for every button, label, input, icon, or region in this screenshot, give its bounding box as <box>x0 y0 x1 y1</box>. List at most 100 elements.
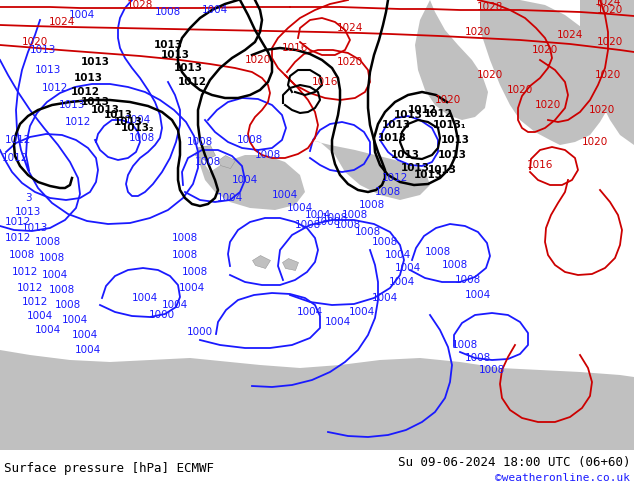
Text: 1012: 1012 <box>65 117 91 127</box>
Text: 1004: 1004 <box>202 5 228 15</box>
Text: 1004: 1004 <box>69 10 95 20</box>
Text: 1008: 1008 <box>237 135 263 145</box>
Text: 1008: 1008 <box>375 187 401 197</box>
Text: 1008: 1008 <box>452 340 478 350</box>
Text: 1012: 1012 <box>22 297 48 307</box>
Text: 1013₂: 1013₂ <box>121 123 155 133</box>
Text: 1012: 1012 <box>382 173 408 183</box>
Text: 1008: 1008 <box>195 157 221 167</box>
Text: 1008: 1008 <box>295 220 321 230</box>
Text: 1020: 1020 <box>582 137 608 147</box>
Text: 1004: 1004 <box>75 345 101 355</box>
Text: 1013: 1013 <box>427 165 456 175</box>
Text: 1008: 1008 <box>129 133 155 143</box>
Text: 1008: 1008 <box>425 247 451 257</box>
Text: Su 09-06-2024 18:00 UTC (06+60): Su 09-06-2024 18:00 UTC (06+60) <box>398 456 630 468</box>
Text: 1024: 1024 <box>49 17 75 27</box>
Text: 1013: 1013 <box>391 150 420 160</box>
Text: 1020: 1020 <box>595 70 621 80</box>
Text: 1008: 1008 <box>442 260 468 270</box>
Text: 1004: 1004 <box>35 325 61 335</box>
Text: 1013: 1013 <box>153 40 183 50</box>
Text: 1004: 1004 <box>125 115 151 125</box>
Text: 1008: 1008 <box>35 237 61 247</box>
Text: 1013: 1013 <box>59 100 85 110</box>
Text: 1004: 1004 <box>272 190 298 200</box>
Text: 1013₁: 1013₁ <box>433 120 467 130</box>
Text: 1020: 1020 <box>465 27 491 37</box>
Text: 1020: 1020 <box>435 95 461 105</box>
Text: 1008: 1008 <box>172 250 198 260</box>
Text: 1004: 1004 <box>162 300 188 310</box>
Text: 1013: 1013 <box>30 45 56 55</box>
Text: Surface pressure [hPa] ECMWF: Surface pressure [hPa] ECMWF <box>4 462 214 474</box>
Text: 1013: 1013 <box>22 223 48 233</box>
Text: 1016: 1016 <box>527 160 553 170</box>
Text: 1008: 1008 <box>39 253 65 263</box>
Text: 1008: 1008 <box>455 275 481 285</box>
Text: 1004: 1004 <box>232 175 258 185</box>
Text: 1013: 1013 <box>377 133 406 143</box>
Text: 1004: 1004 <box>287 203 313 213</box>
Text: 1013: 1013 <box>437 150 467 160</box>
Text: 1020: 1020 <box>532 45 558 55</box>
Text: 1008: 1008 <box>465 353 491 363</box>
Text: 1016: 1016 <box>312 77 338 87</box>
Text: 1013: 1013 <box>74 73 103 83</box>
Text: 1013: 1013 <box>15 207 41 217</box>
Text: 1008: 1008 <box>9 250 35 260</box>
Text: 1024: 1024 <box>557 30 583 40</box>
Text: 1012: 1012 <box>42 83 68 93</box>
Text: 1013: 1013 <box>394 110 422 120</box>
Text: 1008: 1008 <box>359 200 385 210</box>
Text: 1020: 1020 <box>597 37 623 47</box>
Text: 1028: 1028 <box>477 2 503 12</box>
Text: 1020: 1020 <box>22 37 48 47</box>
Text: 1008: 1008 <box>255 150 281 160</box>
Text: 1016: 1016 <box>281 43 308 53</box>
Text: 1004: 1004 <box>395 263 421 273</box>
Text: 1013: 1013 <box>113 117 143 127</box>
Text: 1020: 1020 <box>477 70 503 80</box>
Text: 1020: 1020 <box>507 85 533 95</box>
Text: 1008: 1008 <box>372 237 398 247</box>
Text: 1013: 1013 <box>401 163 429 173</box>
Text: 1008: 1008 <box>187 137 213 147</box>
Text: 1004: 1004 <box>42 270 68 280</box>
Text: 1008: 1008 <box>182 267 208 277</box>
Text: 1008: 1008 <box>322 213 348 223</box>
Text: 1028: 1028 <box>127 0 153 10</box>
Text: 1004: 1004 <box>325 317 351 327</box>
Text: 1004: 1004 <box>132 293 158 303</box>
Text: 1004: 1004 <box>297 307 323 317</box>
Text: 1008: 1008 <box>55 300 81 310</box>
Text: 1004: 1004 <box>27 311 53 321</box>
Text: 1004: 1004 <box>72 330 98 340</box>
Text: 1012: 1012 <box>5 233 31 243</box>
Text: 1008: 1008 <box>172 233 198 243</box>
Text: 1004: 1004 <box>389 277 415 287</box>
Text: 1013: 1013 <box>81 57 110 67</box>
Text: 1013: 1013 <box>413 170 443 180</box>
Text: 1012: 1012 <box>70 87 100 97</box>
Text: 1008: 1008 <box>355 227 381 237</box>
Text: 1008: 1008 <box>155 7 181 17</box>
Text: 1000: 1000 <box>187 327 213 337</box>
Text: 1008: 1008 <box>335 220 361 230</box>
Text: 1013: 1013 <box>103 110 133 120</box>
Text: 1008: 1008 <box>315 217 341 227</box>
Text: 1004: 1004 <box>217 193 243 203</box>
Text: 1013: 1013 <box>441 135 470 145</box>
Text: 1012: 1012 <box>12 267 38 277</box>
Text: 1012: 1012 <box>178 77 207 87</box>
Text: 1020: 1020 <box>245 55 271 65</box>
Text: 1008: 1008 <box>342 210 368 220</box>
Text: 1012: 1012 <box>424 109 453 119</box>
Text: 1004: 1004 <box>465 290 491 300</box>
Text: 1000: 1000 <box>149 310 175 320</box>
Text: 1004: 1004 <box>385 250 411 260</box>
Text: 1013: 1013 <box>174 63 202 73</box>
Text: 1013: 1013 <box>81 97 110 107</box>
Text: 1013: 1013 <box>382 120 410 130</box>
Text: 1013: 1013 <box>35 65 61 75</box>
